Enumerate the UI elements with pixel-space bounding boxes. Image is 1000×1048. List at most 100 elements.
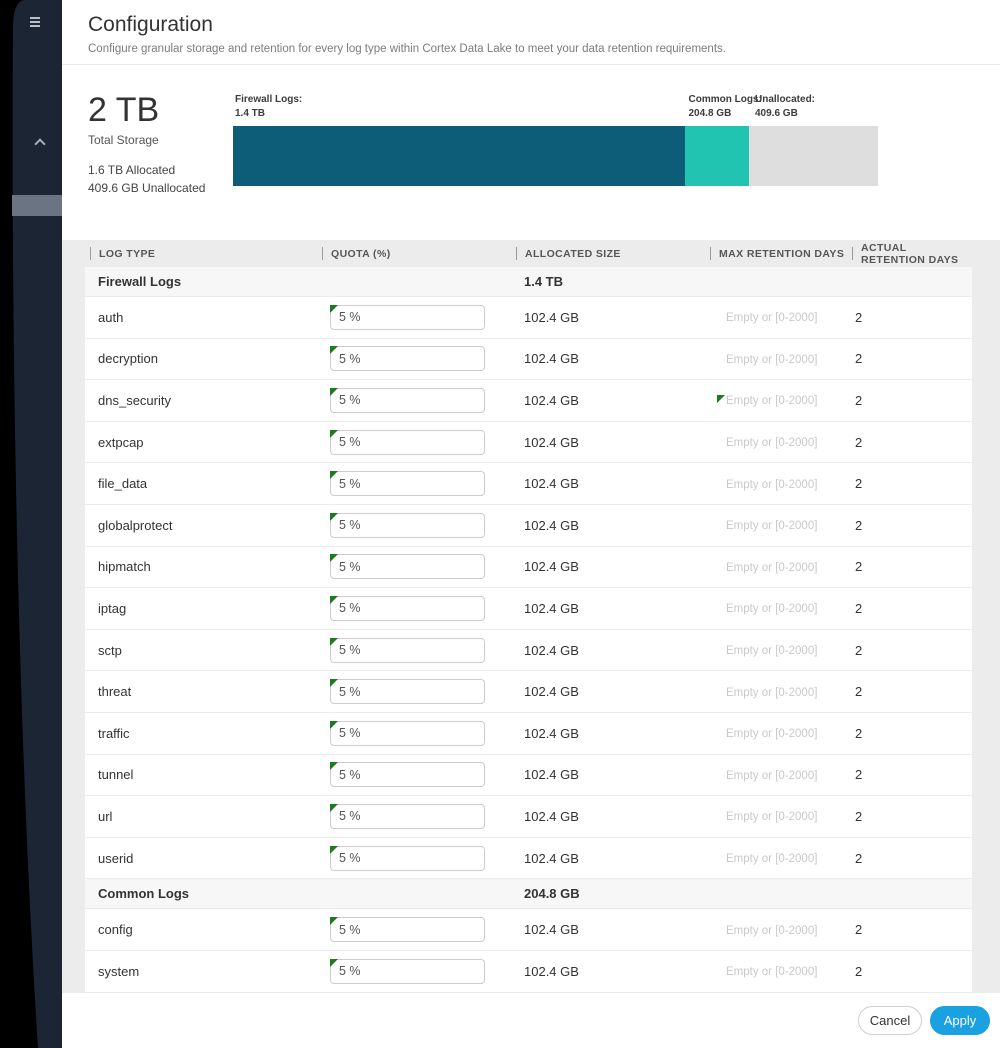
max-retention-cell: [710, 558, 852, 576]
quota-input[interactable]: [330, 429, 485, 455]
sidebar: [0, 0, 62, 1048]
allocated-size-value: 102.4 GB: [524, 392, 579, 408]
total-storage-value: 2 TB: [88, 91, 160, 129]
max-retention-input[interactable]: [726, 561, 844, 574]
quota-input[interactable]: [330, 346, 485, 372]
actual-retention-value: 2: [855, 922, 863, 938]
table-row: tunnel 102.4 GB 2: [85, 754, 972, 797]
actual-retention-value: 2: [855, 684, 863, 700]
modified-corner-icon: [330, 471, 338, 480]
log-type-label: threat: [98, 684, 132, 700]
log-type-label: file_data: [98, 476, 148, 492]
actual-retention-value: 2: [855, 392, 863, 408]
modified-corner-icon: [330, 387, 338, 396]
allocated-size-value: 102.4 GB: [524, 684, 579, 700]
quota-input[interactable]: [330, 554, 485, 580]
column-header-max-retention: MAX RETENTION DAYS: [710, 240, 852, 267]
firewall-logs-bar-label: Firewall Logs: 1.4 TB: [235, 94, 303, 119]
page-subtitle: Configure granular storage and retention…: [88, 43, 726, 55]
column-header-allocated-size: ALLOCATED SIZE: [516, 240, 710, 267]
max-retention-input[interactable]: [726, 769, 844, 782]
max-retention-input[interactable]: [726, 728, 844, 741]
table-row: threat 102.4 GB 2: [85, 671, 972, 713]
actual-retention-value: 2: [855, 767, 863, 783]
actual-retention-value: 2: [855, 351, 863, 367]
page-header: Configuration Configure granular storage…: [62, 0, 1000, 65]
quota-input[interactable]: [330, 845, 485, 871]
max-retention-input[interactable]: [726, 811, 844, 824]
allocated-size-value: 102.4 GB: [524, 642, 579, 658]
table-row: userid 102.4 GB 2: [85, 837, 972, 880]
column-separator: [852, 247, 853, 260]
table-row: config 102.4 GB 2: [85, 909, 972, 951]
actual-retention-value: 2: [855, 850, 863, 866]
cancel-button[interactable]: Cancel: [858, 1006, 922, 1035]
max-retention-input[interactable]: [726, 478, 844, 491]
modified-corner-icon: [330, 803, 338, 812]
max-retention-cell: [710, 516, 852, 534]
max-retention-input[interactable]: [726, 395, 844, 408]
quota-input[interactable]: [330, 387, 485, 413]
max-retention-cell: [710, 433, 852, 451]
log-type-label: auth: [98, 309, 124, 325]
log-type-label: userid: [98, 850, 134, 866]
log-type-label: config: [98, 922, 133, 938]
apply-button[interactable]: Apply: [930, 1006, 990, 1035]
total-storage-label: Total Storage: [88, 132, 159, 147]
max-retention-cell: [710, 962, 852, 980]
max-retention-input[interactable]: [726, 645, 844, 658]
page-title: Configuration: [88, 13, 213, 36]
table-row: url 102.4 GB 2: [85, 796, 972, 838]
quota-input[interactable]: [330, 679, 485, 705]
table-row: globalprotect 102.4 GB 2: [85, 504, 972, 547]
log-type-label: dns_security: [98, 392, 171, 408]
column-separator: [710, 247, 711, 260]
quota-input[interactable]: [330, 803, 485, 829]
sidebar-curved-panel: [12, 0, 62, 1048]
max-retention-input[interactable]: [726, 520, 844, 533]
quota-input[interactable]: [330, 471, 485, 497]
table-row: file_data 102.4 GB 2: [85, 463, 972, 505]
quota-input[interactable]: [330, 917, 485, 943]
log-type-label: iptag: [98, 600, 127, 616]
max-retention-input[interactable]: [726, 312, 844, 325]
column-separator: [516, 247, 517, 260]
modified-corner-icon: [330, 637, 338, 646]
log-type-label: tunnel: [98, 767, 134, 783]
quota-input[interactable]: [330, 720, 485, 746]
quota-input[interactable]: [330, 595, 485, 621]
quota-input[interactable]: [330, 512, 485, 538]
quota-input[interactable]: [330, 762, 485, 788]
table-row: traffic 102.4 GB 2: [85, 712, 972, 755]
max-retention-input[interactable]: [726, 437, 844, 450]
quota-input[interactable]: [330, 637, 485, 663]
menu-hamburger-icon[interactable]: [30, 17, 40, 29]
log-type-label: url: [98, 808, 113, 824]
table-body: Firewall Logs 1.4 TB auth 102.4 GB 2 dec…: [85, 267, 972, 993]
quota-input[interactable]: [330, 958, 485, 984]
max-retention-input[interactable]: [726, 924, 844, 937]
max-retention-modified-marker: [717, 395, 725, 404]
max-retention-input[interactable]: [726, 966, 844, 979]
log-type-label: hipmatch: [98, 559, 151, 575]
table-header-row: LOG TYPE QUOTA (%) ALLOCATED SIZE MAX RE…: [85, 240, 972, 267]
allocated-size-value: 102.4 GB: [524, 517, 579, 533]
max-retention-input[interactable]: [726, 353, 844, 366]
max-retention-cell: [710, 921, 852, 939]
max-retention-input[interactable]: [726, 686, 844, 699]
common-logs-bar-label: Common Logs: 204.8 GB: [688, 94, 762, 119]
storage-summary: 2 TB Total Storage 1.6 TB Allocated 409.…: [88, 91, 233, 240]
modified-corner-icon: [330, 679, 338, 688]
max-retention-input[interactable]: [726, 853, 844, 866]
actual-retention-value: 2: [855, 309, 863, 325]
max-retention-input[interactable]: [726, 603, 844, 616]
actual-retention-value: 2: [855, 808, 863, 824]
actual-retention-value: 2: [855, 725, 863, 741]
allocated-size-value: 102.4 GB: [524, 808, 579, 824]
allocated-size-value: 102.4 GB: [524, 600, 579, 616]
allocated-size-value: 102.4 GB: [524, 725, 579, 741]
quota-input[interactable]: [330, 304, 485, 330]
max-retention-cell: [710, 350, 852, 368]
section-size: 1.4 TB: [524, 274, 564, 289]
max-retention-cell: [710, 724, 852, 742]
